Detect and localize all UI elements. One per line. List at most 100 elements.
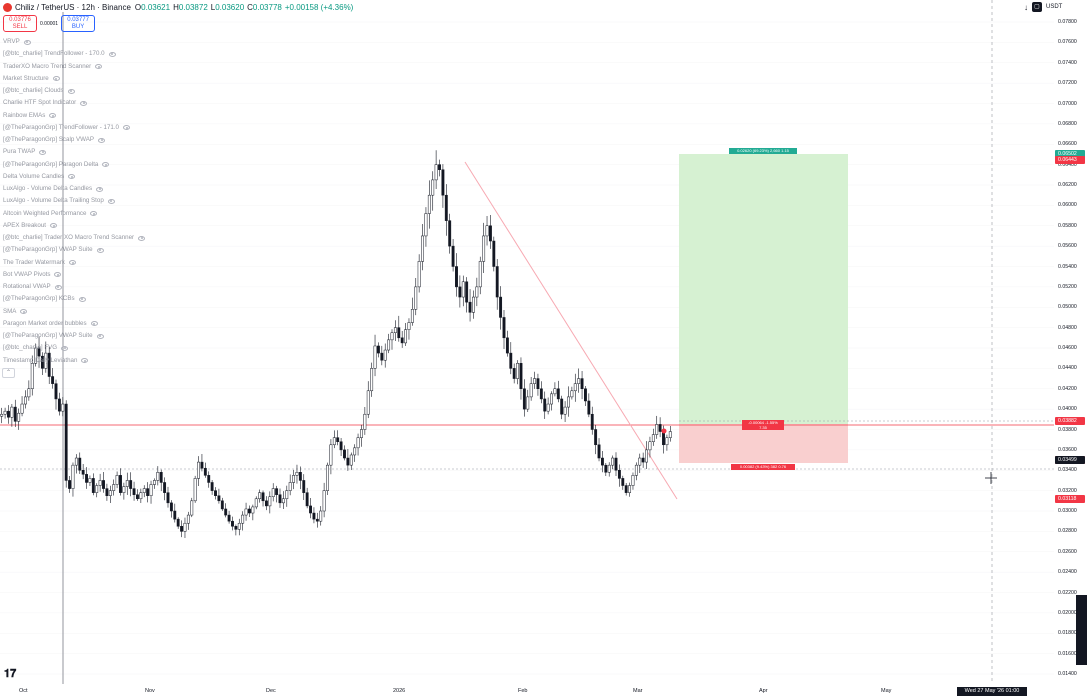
eye-icon[interactable] (23, 39, 31, 45)
indicator-item[interactable]: Paragon Market order bubbles (3, 318, 145, 330)
indicator-item[interactable]: Delta Volume Candles (3, 171, 145, 183)
candle-body (543, 398, 547, 412)
candle-body (624, 485, 628, 493)
candle-body (539, 388, 543, 400)
candle-body (251, 506, 255, 514)
price-axis[interactable]: 0.07800 0.07600 0.07400 0.07200 0.07000 0.068… (1054, 0, 1087, 698)
eye-icon[interactable] (20, 309, 28, 315)
eye-icon[interactable] (96, 186, 104, 192)
indicator-item[interactable]: [@TheParagonGrp] Scalp VWAP (3, 134, 145, 146)
buy-button[interactable]: 0.03777 BUY (61, 15, 96, 32)
eye-icon[interactable] (61, 345, 69, 351)
indicator-item[interactable]: [@TheParagonGrp] KCBs (3, 293, 145, 305)
candle-body (129, 480, 133, 489)
eye-icon[interactable] (50, 223, 57, 229)
sell-button[interactable]: 0.03776 SELL (3, 15, 37, 32)
eye-icon[interactable] (90, 211, 98, 217)
eye-icon[interactable] (98, 137, 105, 143)
candle-body (438, 164, 441, 170)
candle-body (516, 363, 520, 379)
indicator-item[interactable]: Rainbow EMAs (3, 110, 145, 122)
price-scale-badge: 0.06443 (1055, 156, 1085, 165)
screenshot-icon[interactable]: ▢ (1032, 2, 1042, 12)
candle-body (580, 378, 584, 389)
candle-body (536, 378, 540, 389)
candle-body (74, 457, 78, 466)
indicator-item[interactable]: Bot VWAP Pivots (3, 269, 145, 281)
price-scale-badge: 0.03882 (1055, 417, 1085, 426)
indicator-item[interactable]: Altcoin Weighted Performance (3, 208, 145, 220)
symbol-title[interactable]: Chiliz / TetherUS · 12h · Binance (15, 2, 131, 12)
eye-icon[interactable] (49, 113, 57, 119)
candle-body (275, 488, 279, 495)
candle-body (458, 286, 462, 298)
candle-body (244, 508, 248, 516)
candle-body (71, 464, 75, 489)
candle-body (237, 522, 241, 530)
candle-body (505, 337, 509, 354)
indicator-item[interactable]: LuxAlgo - Volume Delta Trailing Stop (3, 195, 145, 207)
eye-icon[interactable] (96, 247, 104, 253)
eye-icon[interactable] (90, 321, 98, 327)
indicator-item[interactable]: [@btc_charlie] Trader XO Macro Trend Sca… (3, 232, 146, 244)
indicator-item[interactable]: TraderXO Macro Trend Scanner (3, 61, 145, 73)
eye-icon[interactable] (81, 358, 89, 364)
indicator-name: [@TheParagonGrp] VWAP Suite (3, 332, 93, 339)
candle-body (522, 388, 526, 410)
indicator-item[interactable]: VRVP (3, 36, 145, 48)
candle-body (573, 383, 577, 392)
eye-icon[interactable] (78, 296, 86, 302)
currency-label[interactable]: USDT (1046, 4, 1063, 10)
price-chart-canvas[interactable] (0, 0, 1054, 684)
indicator-item[interactable]: SMA (3, 306, 145, 318)
indicator-item[interactable]: [@TheParagonGrp] VWAP Suite (3, 330, 145, 342)
candle-body (136, 494, 139, 500)
candle-body (360, 429, 363, 438)
indicator-item[interactable]: Market Structure (3, 73, 145, 85)
eye-icon[interactable] (54, 272, 62, 278)
indicator-item[interactable]: LuxAlgo - Volume Delta Candles (3, 183, 145, 195)
indicator-item[interactable]: The Trader Watermark (3, 257, 145, 269)
indicator-item[interactable]: APEX Breakout (3, 220, 145, 232)
download-icon[interactable]: ↓ (1024, 2, 1028, 12)
indicator-item[interactable]: Charlie HTF Spot Indicator (3, 97, 145, 109)
indicator-item[interactable]: [@btc_charlie] Clouds (3, 85, 145, 97)
eye-icon[interactable] (54, 284, 62, 290)
eye-icon[interactable] (123, 125, 130, 131)
tradingview-logo-icon[interactable]: 𝟏𝟕 (4, 668, 17, 680)
collapse-legend-button[interactable]: ⌃ (2, 368, 15, 378)
eye-icon[interactable] (108, 51, 116, 57)
eye-icon[interactable] (138, 235, 146, 241)
eye-icon[interactable] (95, 64, 103, 70)
eye-icon[interactable] (69, 260, 77, 266)
candle-body (499, 296, 503, 318)
time-axis[interactable]: Oct Nov Dec 2026 Feb Mar Apr May (0, 684, 1054, 698)
ohlc-close-value: 0.03778 (252, 2, 282, 12)
price-scale-handle[interactable] (1076, 595, 1087, 665)
price-tick-label: 0.03600 (1058, 446, 1077, 453)
price-tick-label: 0.05600 (1058, 243, 1077, 250)
indicator-item[interactable]: [@btc_charlie] FVG (3, 342, 145, 354)
eye-icon[interactable] (107, 198, 115, 204)
indicator-item[interactable]: Pura TWAP (3, 146, 145, 158)
eye-icon[interactable] (39, 149, 47, 155)
indicator-item[interactable]: [@TheParagonGrp] VWAP Suite (3, 244, 145, 256)
candle-body (122, 486, 126, 493)
eye-icon[interactable] (102, 162, 110, 168)
eye-icon[interactable] (96, 333, 104, 339)
candle-body (346, 457, 350, 466)
indicator-item[interactable]: Rotational VWAP (3, 281, 145, 293)
indicator-item[interactable]: [@TheParagonGrp] Paragon Delta (3, 159, 145, 171)
indicator-item[interactable]: [@btc_charlie] TrendFollower - 170.0 (3, 48, 145, 60)
eye-icon[interactable] (67, 88, 75, 94)
eye-icon[interactable] (68, 174, 76, 180)
price-tick-label: 0.02200 (1058, 589, 1077, 596)
price-scale-badge: 0.06502 (1055, 150, 1085, 159)
ohlc-low-label: L (210, 2, 216, 12)
candle-body (217, 495, 221, 502)
indicator-item[interactable]: Timestamp Daily Leviathan (3, 355, 145, 367)
eye-icon[interactable] (80, 100, 88, 106)
indicator-item[interactable]: [@TheParagonGrp] TrendFollower - 171.0 (3, 122, 145, 134)
candle-body (85, 474, 88, 483)
eye-icon[interactable] (52, 76, 60, 82)
